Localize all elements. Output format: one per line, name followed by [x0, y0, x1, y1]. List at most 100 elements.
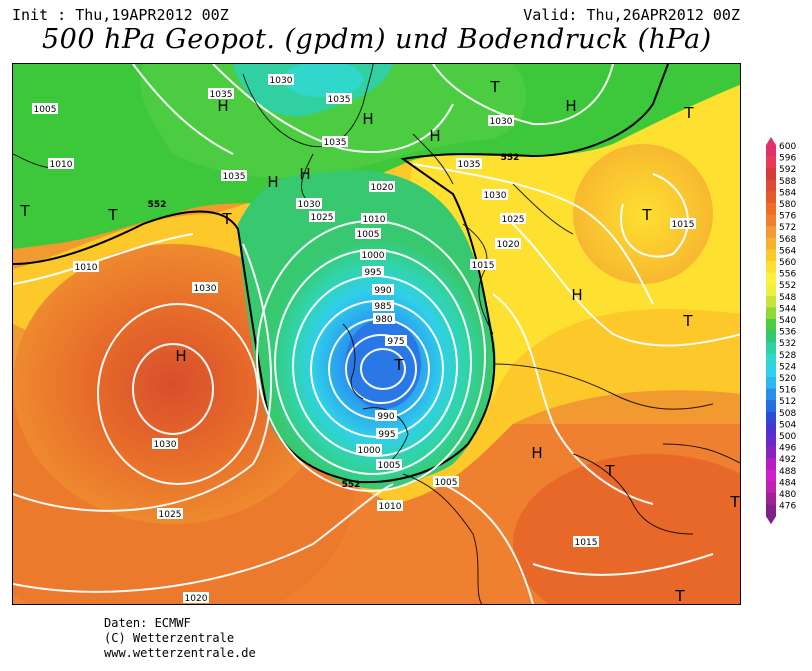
pressure-label: 1010: [379, 502, 402, 512]
contour-552: [13, 64, 669, 484]
pressure-label: 1030: [298, 200, 321, 210]
high-marker: H: [571, 286, 582, 304]
legend-swatch: [766, 203, 776, 216]
legend-label: 500: [779, 432, 796, 442]
pressure-label: 1010: [75, 263, 98, 273]
legend-label: 556: [779, 270, 796, 280]
low-marker: T: [489, 78, 500, 96]
legend-swatch: [766, 423, 776, 436]
pressure-label: 1020: [371, 183, 394, 193]
pressure-label: 1010: [50, 160, 73, 170]
low-marker: T: [641, 206, 652, 224]
pressure-label: 995: [378, 430, 395, 440]
legend-swatch: [766, 237, 776, 250]
legend-swatch: [766, 435, 776, 448]
arctic-blue-area: [283, 64, 363, 97]
low-marker: T: [729, 493, 740, 511]
weather-map: 1005 1010 1035 1030 1035 1035 1030 1035 …: [12, 63, 741, 605]
pressure-label: 990: [374, 286, 391, 296]
high-marker: H: [531, 444, 542, 462]
pressure-label: 1000: [358, 446, 381, 456]
pressure-label: 980: [375, 315, 392, 325]
legend-swatch: [766, 272, 776, 285]
pressure-label: 1035: [324, 138, 347, 148]
legend-swatch: [766, 145, 776, 158]
pressure-label: 1005: [34, 105, 57, 115]
legend-label: 528: [779, 351, 796, 361]
legend-label: 580: [779, 200, 796, 210]
legend-swatch: [766, 295, 776, 308]
legend-label: 584: [779, 188, 796, 198]
legend-label: 520: [779, 374, 796, 384]
high-marker: H: [565, 97, 576, 115]
southeast-warm-area: [513, 454, 740, 604]
legend-label: 572: [779, 223, 796, 233]
legend-label: 596: [779, 154, 796, 164]
pressure-label: 1035: [328, 95, 351, 105]
low-marker: T: [221, 210, 232, 228]
legend-swatch: [766, 284, 776, 297]
legend-label: 480: [779, 490, 796, 500]
low-marker: T: [674, 587, 685, 605]
legend-label: 504: [779, 420, 796, 430]
legend-label: 548: [779, 293, 796, 303]
credits: Daten: ECMWF (C) Wetterzentrale www.wett…: [104, 616, 256, 661]
legend-swatch: [766, 249, 776, 262]
legend-label: 544: [779, 304, 796, 314]
low-marker: T: [107, 206, 118, 224]
high-marker: H: [429, 127, 440, 145]
legend-label: 484: [779, 478, 796, 488]
legend-label: 600: [779, 142, 796, 152]
legend-label: 476: [779, 502, 796, 512]
low-markers: T T T T T T T T T T T: [19, 78, 740, 605]
legend-bottom-arrow: [766, 516, 776, 525]
pressure-label: 1030: [194, 284, 217, 294]
low-marker: T: [683, 104, 694, 122]
legend-top-arrow: [766, 137, 776, 145]
credit-copyright: (C) Wetterzentrale: [104, 631, 235, 645]
legend-label: 568: [779, 235, 796, 245]
pressure-label: 1030: [154, 440, 177, 450]
valid-time: Valid: Thu,26APR2012 00Z: [523, 6, 740, 24]
legend-swatch: [766, 342, 776, 355]
legend-label: 512: [779, 397, 796, 407]
pressure-label: 1020: [185, 594, 208, 604]
legend-swatch: [766, 446, 776, 459]
low-marker: T: [19, 202, 30, 220]
pressure-label: 1010: [363, 215, 386, 225]
legend-label: 508: [779, 409, 796, 419]
color-legend: 600 596 592 588 584 580 576 572 568 564 560 556 552 5…: [764, 137, 812, 541]
legend-swatch: [766, 226, 776, 239]
pressure-label: 1035: [223, 172, 246, 182]
pressure-label: 1005: [357, 230, 380, 240]
legend-swatch: [766, 330, 776, 343]
pressure-label: 985: [374, 302, 391, 312]
credit-data-source: Daten: ECMWF: [104, 616, 191, 630]
pressure-label: 1035: [210, 90, 233, 100]
legend-label: 540: [779, 316, 796, 326]
pressure-label: 1015: [575, 538, 598, 548]
high-marker: H: [267, 173, 278, 191]
legend-swatch: [766, 504, 776, 517]
pressure-label: 1030: [270, 76, 293, 86]
legend-swatch: [766, 411, 776, 424]
legend-swatch: [766, 156, 776, 169]
credit-website: www.wetterzentrale.de: [104, 646, 256, 660]
low-marker: T: [604, 462, 615, 480]
pressure-labels: 1005 1010 1035 1030 1035 1035 1030 1035 …: [32, 74, 696, 604]
north-lightgreen-area: [140, 64, 527, 178]
pressure-label: 1015: [472, 261, 495, 271]
legend-swatch: [766, 214, 776, 227]
legend-swatch: [766, 458, 776, 471]
legend-swatch: [766, 307, 776, 320]
legend-label: 488: [779, 467, 796, 477]
height-labels: 552 552 552: [148, 153, 520, 490]
legend-swatch: [766, 353, 776, 366]
legend-label: 588: [779, 177, 796, 187]
legend-label: 492: [779, 455, 796, 465]
high-marker: H: [175, 347, 186, 365]
pressure-label: 1020: [497, 240, 520, 250]
legend-label: 532: [779, 339, 796, 349]
pressure-label: 1025: [502, 215, 525, 225]
